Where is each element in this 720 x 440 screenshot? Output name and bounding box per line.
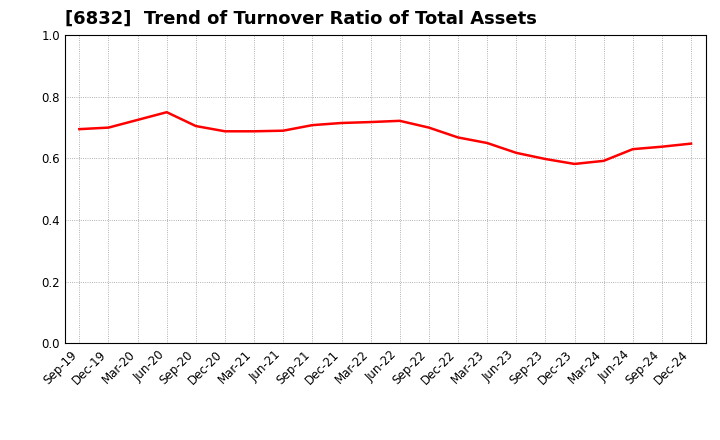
Text: [6832]  Trend of Turnover Ratio of Total Assets: [6832] Trend of Turnover Ratio of Total … (65, 10, 536, 28)
